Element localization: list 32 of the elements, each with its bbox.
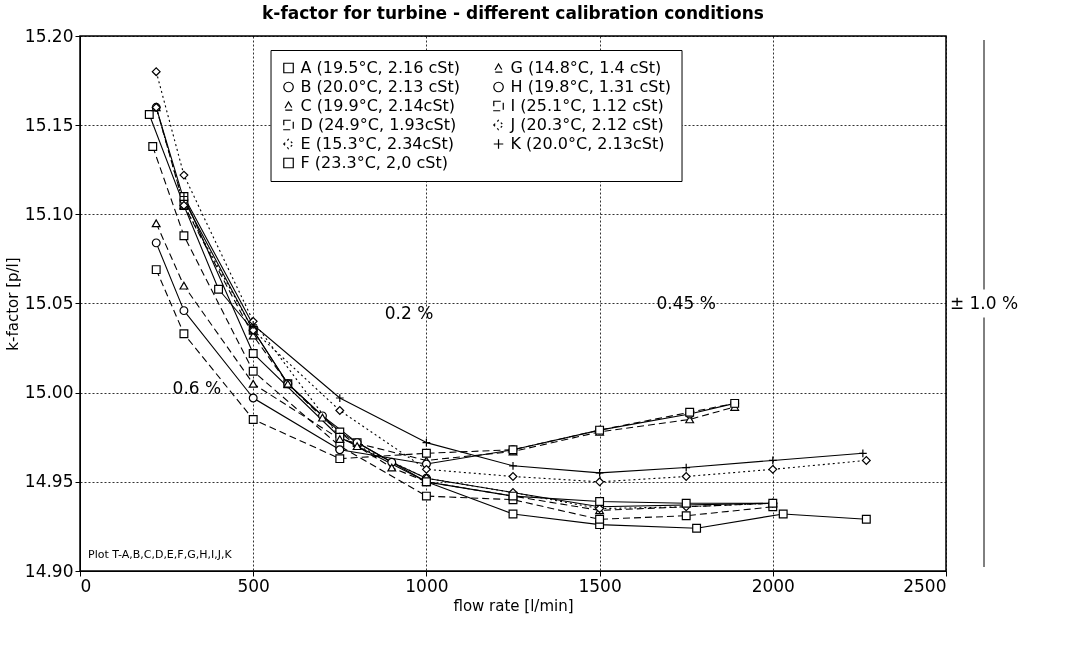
x-tick-label: 500 [237,575,270,596]
legend-label: J (20.3°C, 2.12 cSt) [509,115,664,134]
legend-label: I (25.1°C, 1.12 cSt) [510,96,664,115]
annotation: 0.2 % [384,303,434,324]
annotation: Plot T-A,B,C,D,E,F,G,H,I,J,K [88,548,233,561]
x-axis-title: flow rate [l/min] [453,596,574,615]
y-axis-title: k-factor [p/l] [3,257,22,351]
legend-label: F (23.3°C, 2,0 cSt) [300,153,449,172]
y-tick-label: 15.10 [24,203,74,224]
x-tick-label: 1500 [578,575,622,596]
y-tick-label: 15.15 [24,114,74,135]
y-tick-label: 14.90 [24,560,74,581]
text: ± 1.0 % [949,292,1019,313]
legend-label: H (19.8°C, 1.31 cSt) [510,77,672,96]
legend-label: A (19.5°C, 2.16 cSt) [300,58,460,77]
y-tick-label: 15.20 [24,25,74,46]
legend-label: G (14.8°C, 1.4 cSt) [510,58,662,77]
x-tick-label: 0 [80,575,92,596]
legend-label: B (20.0°C, 2.13 cSt) [300,77,460,96]
annotation: 0.6 % [172,378,222,399]
x-tick-label: 2000 [751,575,795,596]
annotation: 0.45 % [656,292,716,313]
chart-title: k-factor for turbine - different calibration conditions [262,3,764,23]
y-tick-label: 14.95 [24,471,74,492]
legend-label: K (20.0°C, 2.13cSt) [510,134,665,153]
x-tick-label: 2500 [903,575,947,596]
legend-label: E (15.3°C, 2.34cSt) [300,134,455,153]
legend-label: C (19.9°C, 2.14cSt) [300,96,456,115]
x-tick-label: 1000 [405,575,449,596]
y-tick-label: 15.05 [24,293,74,313]
y-tick-label: 15.00 [24,382,74,403]
legend-label: D (24.9°C, 1.93cSt) [300,115,457,134]
